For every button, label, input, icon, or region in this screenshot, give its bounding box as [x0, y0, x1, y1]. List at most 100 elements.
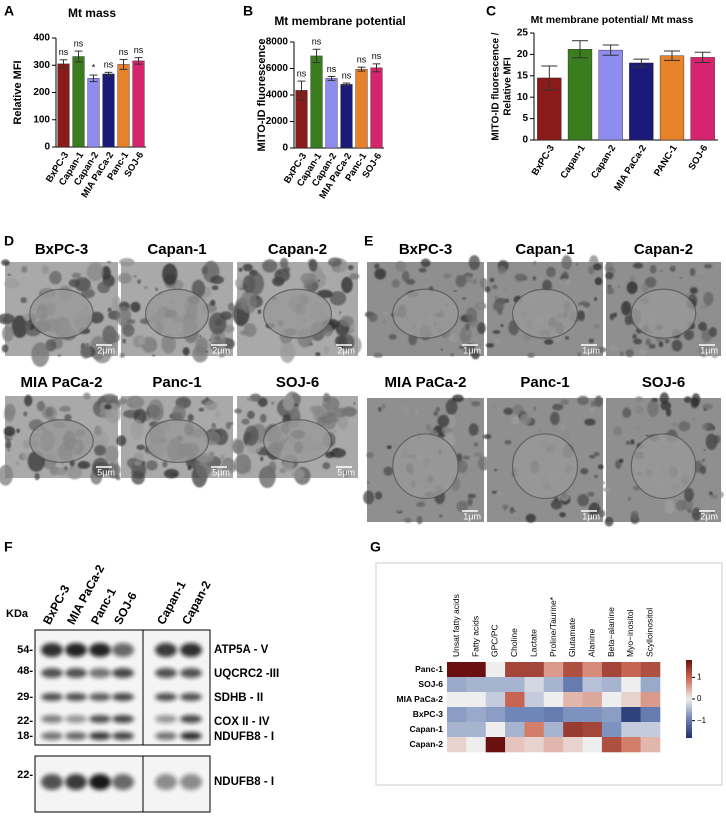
- bar: [57, 63, 70, 148]
- organelle: [416, 515, 423, 525]
- organelle: [612, 457, 618, 461]
- organelle: [77, 460, 91, 469]
- heatmap-cell: [640, 677, 661, 693]
- heatmap-cell: [447, 722, 467, 738]
- organelle: [333, 429, 337, 433]
- cell-body: [392, 433, 459, 500]
- scale-bar-label: 2μm: [700, 511, 718, 521]
- blot-band: [41, 693, 63, 701]
- micrograph: 2μm: [0, 259, 122, 367]
- organelle: [473, 442, 479, 447]
- organelle: [386, 445, 392, 450]
- organelle: [579, 319, 582, 321]
- heatmap-cell: [505, 692, 525, 708]
- organelle: [549, 411, 560, 426]
- organelle: [341, 276, 353, 294]
- blot-band: [89, 693, 111, 701]
- blot-band: [155, 643, 177, 657]
- organelle: [347, 264, 354, 271]
- significance-label: ns: [119, 47, 129, 57]
- organelle: [709, 494, 719, 499]
- organelle: [533, 260, 537, 265]
- organelle: [315, 352, 321, 357]
- blot-band: [65, 693, 87, 701]
- heatmap-cell: [524, 662, 545, 678]
- organelle: [182, 347, 190, 356]
- micrograph-label: BxPC-3: [399, 241, 452, 258]
- x-tick-label: MIA PaCa-2: [612, 143, 649, 193]
- organelle: [116, 435, 127, 447]
- panel-letter: D: [4, 233, 14, 249]
- band-label: NDUFB8 - I: [214, 731, 274, 743]
- organelle: [692, 511, 699, 518]
- organelle: [210, 275, 224, 285]
- cell-body: [29, 419, 94, 464]
- organelle: [350, 474, 353, 477]
- organelle: [503, 288, 507, 292]
- band-label: ATP5A - V: [214, 644, 269, 656]
- organelle: [467, 498, 473, 507]
- organelle: [378, 406, 382, 412]
- organelle: [604, 516, 614, 527]
- organelle: [220, 311, 233, 321]
- micrograph: 1μm: [364, 255, 488, 360]
- heatmap-cell: [466, 692, 487, 708]
- column-label: Choline: [509, 628, 519, 657]
- organelle: [484, 286, 491, 293]
- organelle: [308, 342, 313, 346]
- organelle: [15, 461, 20, 466]
- bar: [567, 49, 593, 141]
- significance-label: *: [92, 62, 96, 72]
- organelle: [692, 418, 696, 421]
- organelle: [458, 346, 464, 349]
- organelle: [323, 345, 330, 355]
- organelle: [162, 461, 168, 468]
- organelle: [89, 287, 93, 289]
- y-tick-label: 4000: [266, 90, 289, 101]
- organelle: [363, 490, 375, 505]
- scale-bar-label: 2μm: [337, 345, 355, 355]
- y-tick-label: 400: [33, 33, 50, 44]
- micrograph-label: Capan-1: [515, 241, 574, 258]
- organelle: [268, 461, 277, 474]
- organelle: [395, 500, 404, 513]
- blot-band: [89, 774, 111, 790]
- heatmap-cell: [582, 737, 603, 753]
- organelle: [471, 401, 481, 407]
- x-tick-label: BxPC-3: [530, 143, 557, 177]
- blot-band: [155, 774, 177, 790]
- organelle: [440, 348, 443, 351]
- organelle: [328, 257, 342, 267]
- organelle: [500, 323, 504, 327]
- heatmap-cell: [485, 677, 506, 693]
- organelle: [210, 299, 216, 306]
- organelle: [395, 261, 406, 272]
- kda-label: KDa: [6, 608, 29, 620]
- organelle: [467, 493, 477, 499]
- organelle: [590, 407, 595, 413]
- significance-label: ns: [372, 51, 382, 61]
- organelle: [415, 409, 419, 414]
- organelle: [373, 352, 383, 358]
- organelle: [608, 345, 619, 352]
- organelle: [597, 497, 602, 504]
- organelle: [626, 281, 638, 294]
- cell-body: [145, 419, 209, 464]
- heatmap-cell: [563, 707, 583, 723]
- heatmap-cell: [601, 707, 622, 723]
- significance-label: ns: [312, 37, 322, 47]
- organelle: [593, 451, 600, 457]
- row-label: Panc-1: [415, 664, 443, 674]
- organelle: [607, 284, 612, 289]
- blot-band: [89, 643, 111, 657]
- organelle: [22, 439, 31, 449]
- organelle: [544, 339, 554, 345]
- organelle: [416, 502, 426, 507]
- organelle: [679, 277, 683, 279]
- heatmap-cell: [524, 737, 545, 753]
- organelle: [705, 433, 718, 450]
- blot-band: [112, 668, 134, 678]
- heatmap-cell: [582, 677, 603, 693]
- micrograph: 1μm: [484, 255, 607, 358]
- blot-band: [180, 715, 202, 723]
